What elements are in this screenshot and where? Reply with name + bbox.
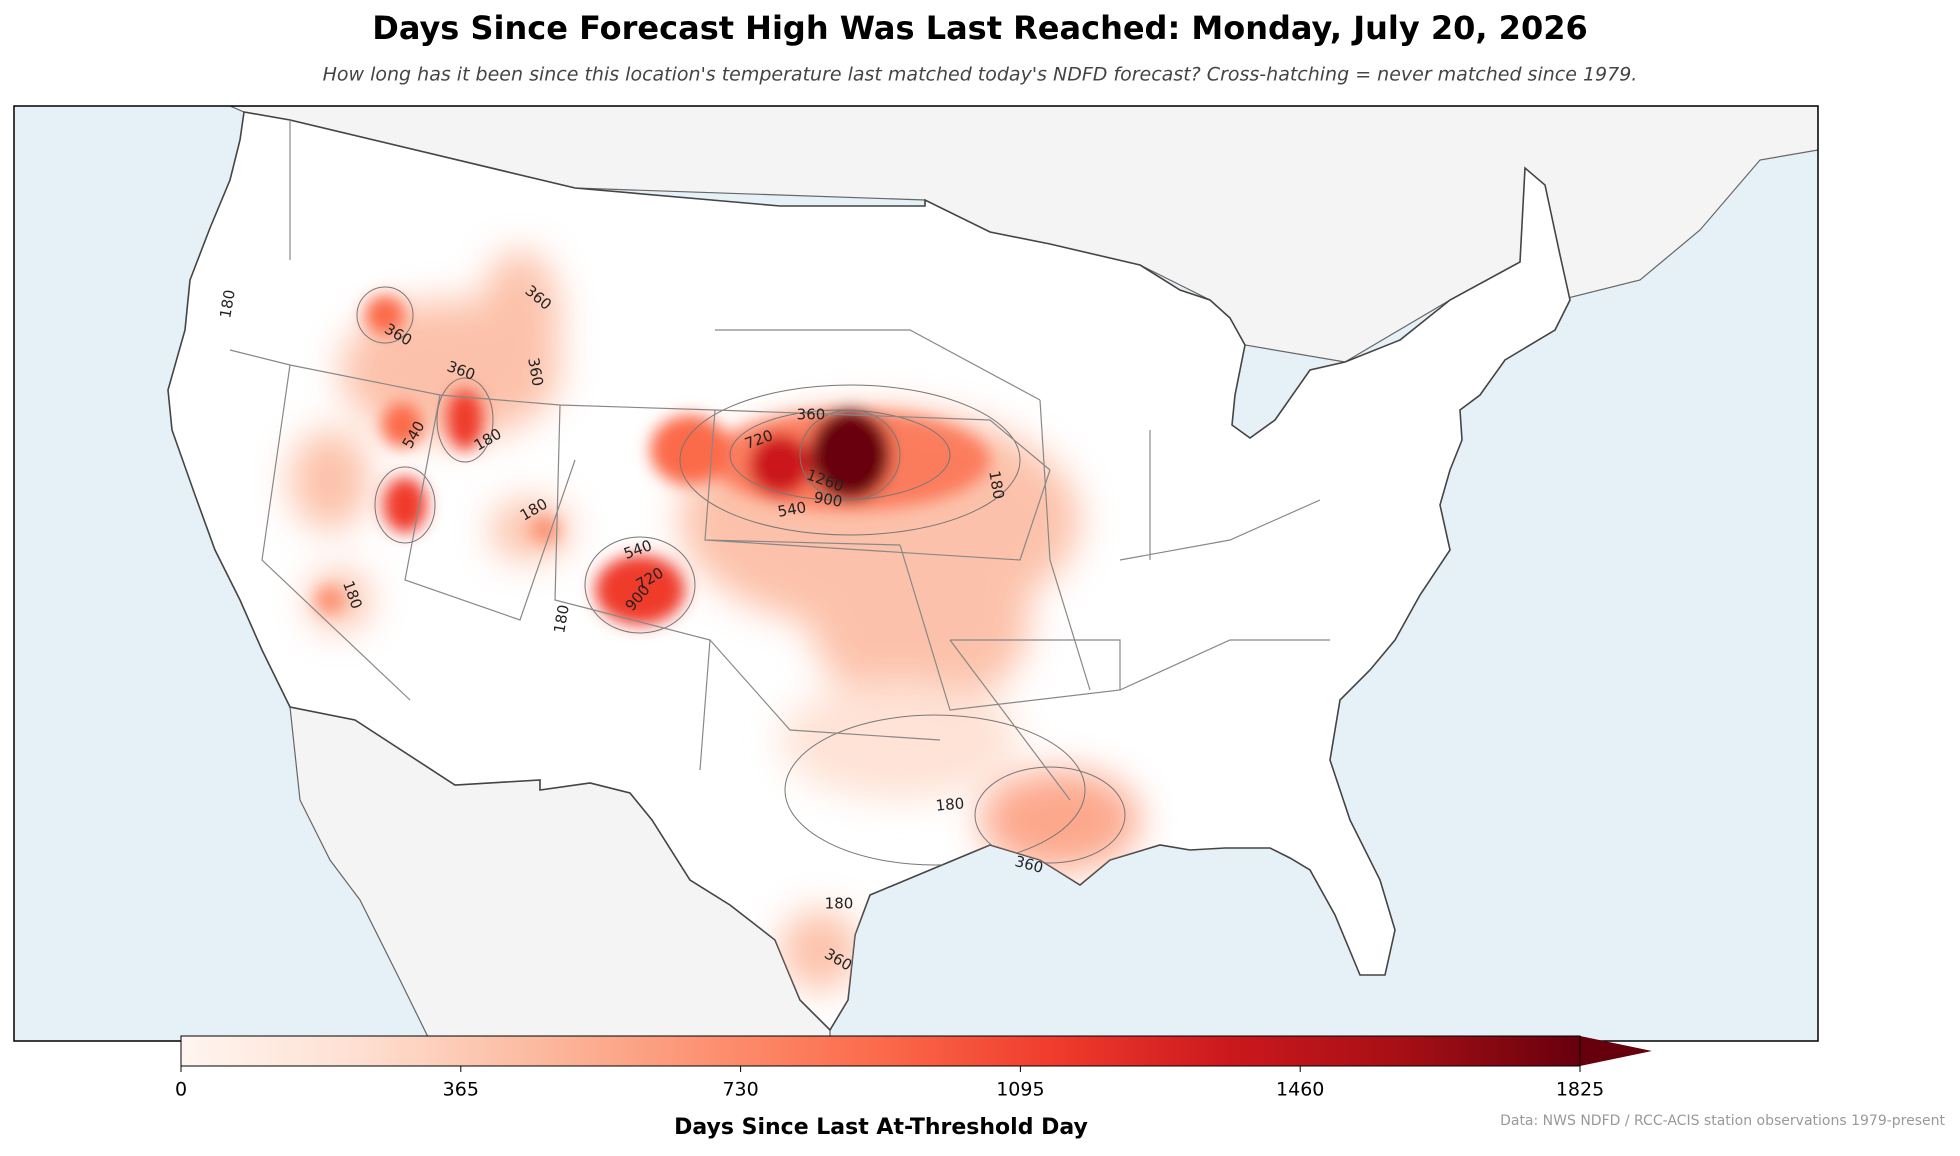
heat-field [290, 250, 1140, 990]
contour-label: 180 [935, 794, 965, 814]
colorbar-outline [180, 1035, 1581, 1067]
state-borders [229, 120, 1330, 801]
contour-label: 900 [812, 488, 843, 511]
colorbar-ramp [181, 1036, 1580, 1066]
colorbar-tick-label: 1095 [996, 1079, 1044, 1101]
colorbar-tick-label: 730 [722, 1079, 758, 1101]
colorbar: 0 365 730 1095 1460 1825 [175, 1035, 1652, 1101]
colorbar-tick-label: 1825 [1556, 1079, 1604, 1101]
credit: Data: NWS NDFD / RCC-ACIS station observ… [1500, 1113, 1945, 1129]
contour-label: 540 [776, 498, 807, 521]
colorbar-tick-label: 0 [175, 1079, 187, 1101]
title: Days Since Forecast High Was Last Reache… [372, 9, 1587, 47]
contour-label: 360 [524, 356, 547, 387]
subtitle: How long has it been since this location… [323, 64, 1638, 86]
contour-label: 180 [550, 603, 573, 634]
contour-label: 180 [216, 288, 239, 319]
contour-label: 180 [825, 895, 854, 913]
colorbar-tick-label: 365 [443, 1079, 479, 1101]
contour-label: 180 [985, 469, 1008, 500]
colorbar-extension [1580, 1036, 1652, 1066]
colorbar-label: Days Since Last At-Threshold Day [674, 1115, 1088, 1140]
contour-label: 360 [797, 406, 826, 424]
colorbar-tick-label: 1460 [1276, 1079, 1324, 1101]
